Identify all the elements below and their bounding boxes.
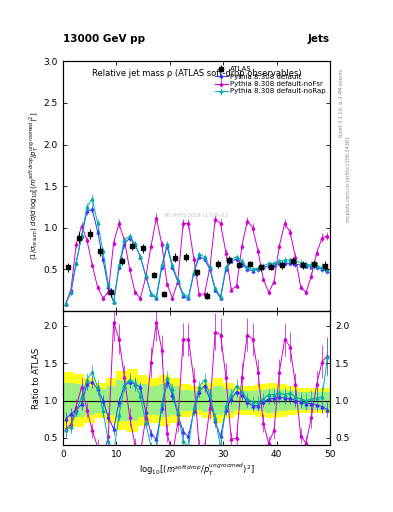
Y-axis label: Ratio to ATLAS: Ratio to ATLAS [32, 348, 41, 409]
Legend: ATLAS, Pythia 8.308 default, Pythia 8.308 default-noFsr, Pythia 8.308 default-no: ATLAS, Pythia 8.308 default, Pythia 8.30… [214, 65, 327, 96]
Text: Rivet 3.1.10; ≥ 3.4M events: Rivet 3.1.10; ≥ 3.4M events [339, 68, 344, 137]
Text: Relative jet mass ρ (ATLAS soft-drop observables): Relative jet mass ρ (ATLAS soft-drop obs… [92, 69, 301, 78]
Text: ATL-PHYS-2019-11723-v12: ATL-PHYS-2019-11723-v12 [164, 214, 229, 219]
X-axis label: $\mathrm{log}_{10}[(m^{soft\,drop}/p_T^{ungroomed})^2]$: $\mathrm{log}_{10}[(m^{soft\,drop}/p_T^{… [139, 462, 254, 478]
Y-axis label: $(1/\sigma_{resum})$ $d\sigma/d\,\mathrm{log}_{10}[(m^{soft\,drop}/p_T^{ungroome: $(1/\sigma_{resum})$ $d\sigma/d\,\mathrm… [28, 112, 41, 260]
Text: Jets: Jets [308, 33, 330, 44]
Text: mcplots.cern.ch [arXiv:1306.3436]: mcplots.cern.ch [arXiv:1306.3436] [346, 137, 351, 222]
Text: 13000 GeV pp: 13000 GeV pp [63, 33, 145, 44]
